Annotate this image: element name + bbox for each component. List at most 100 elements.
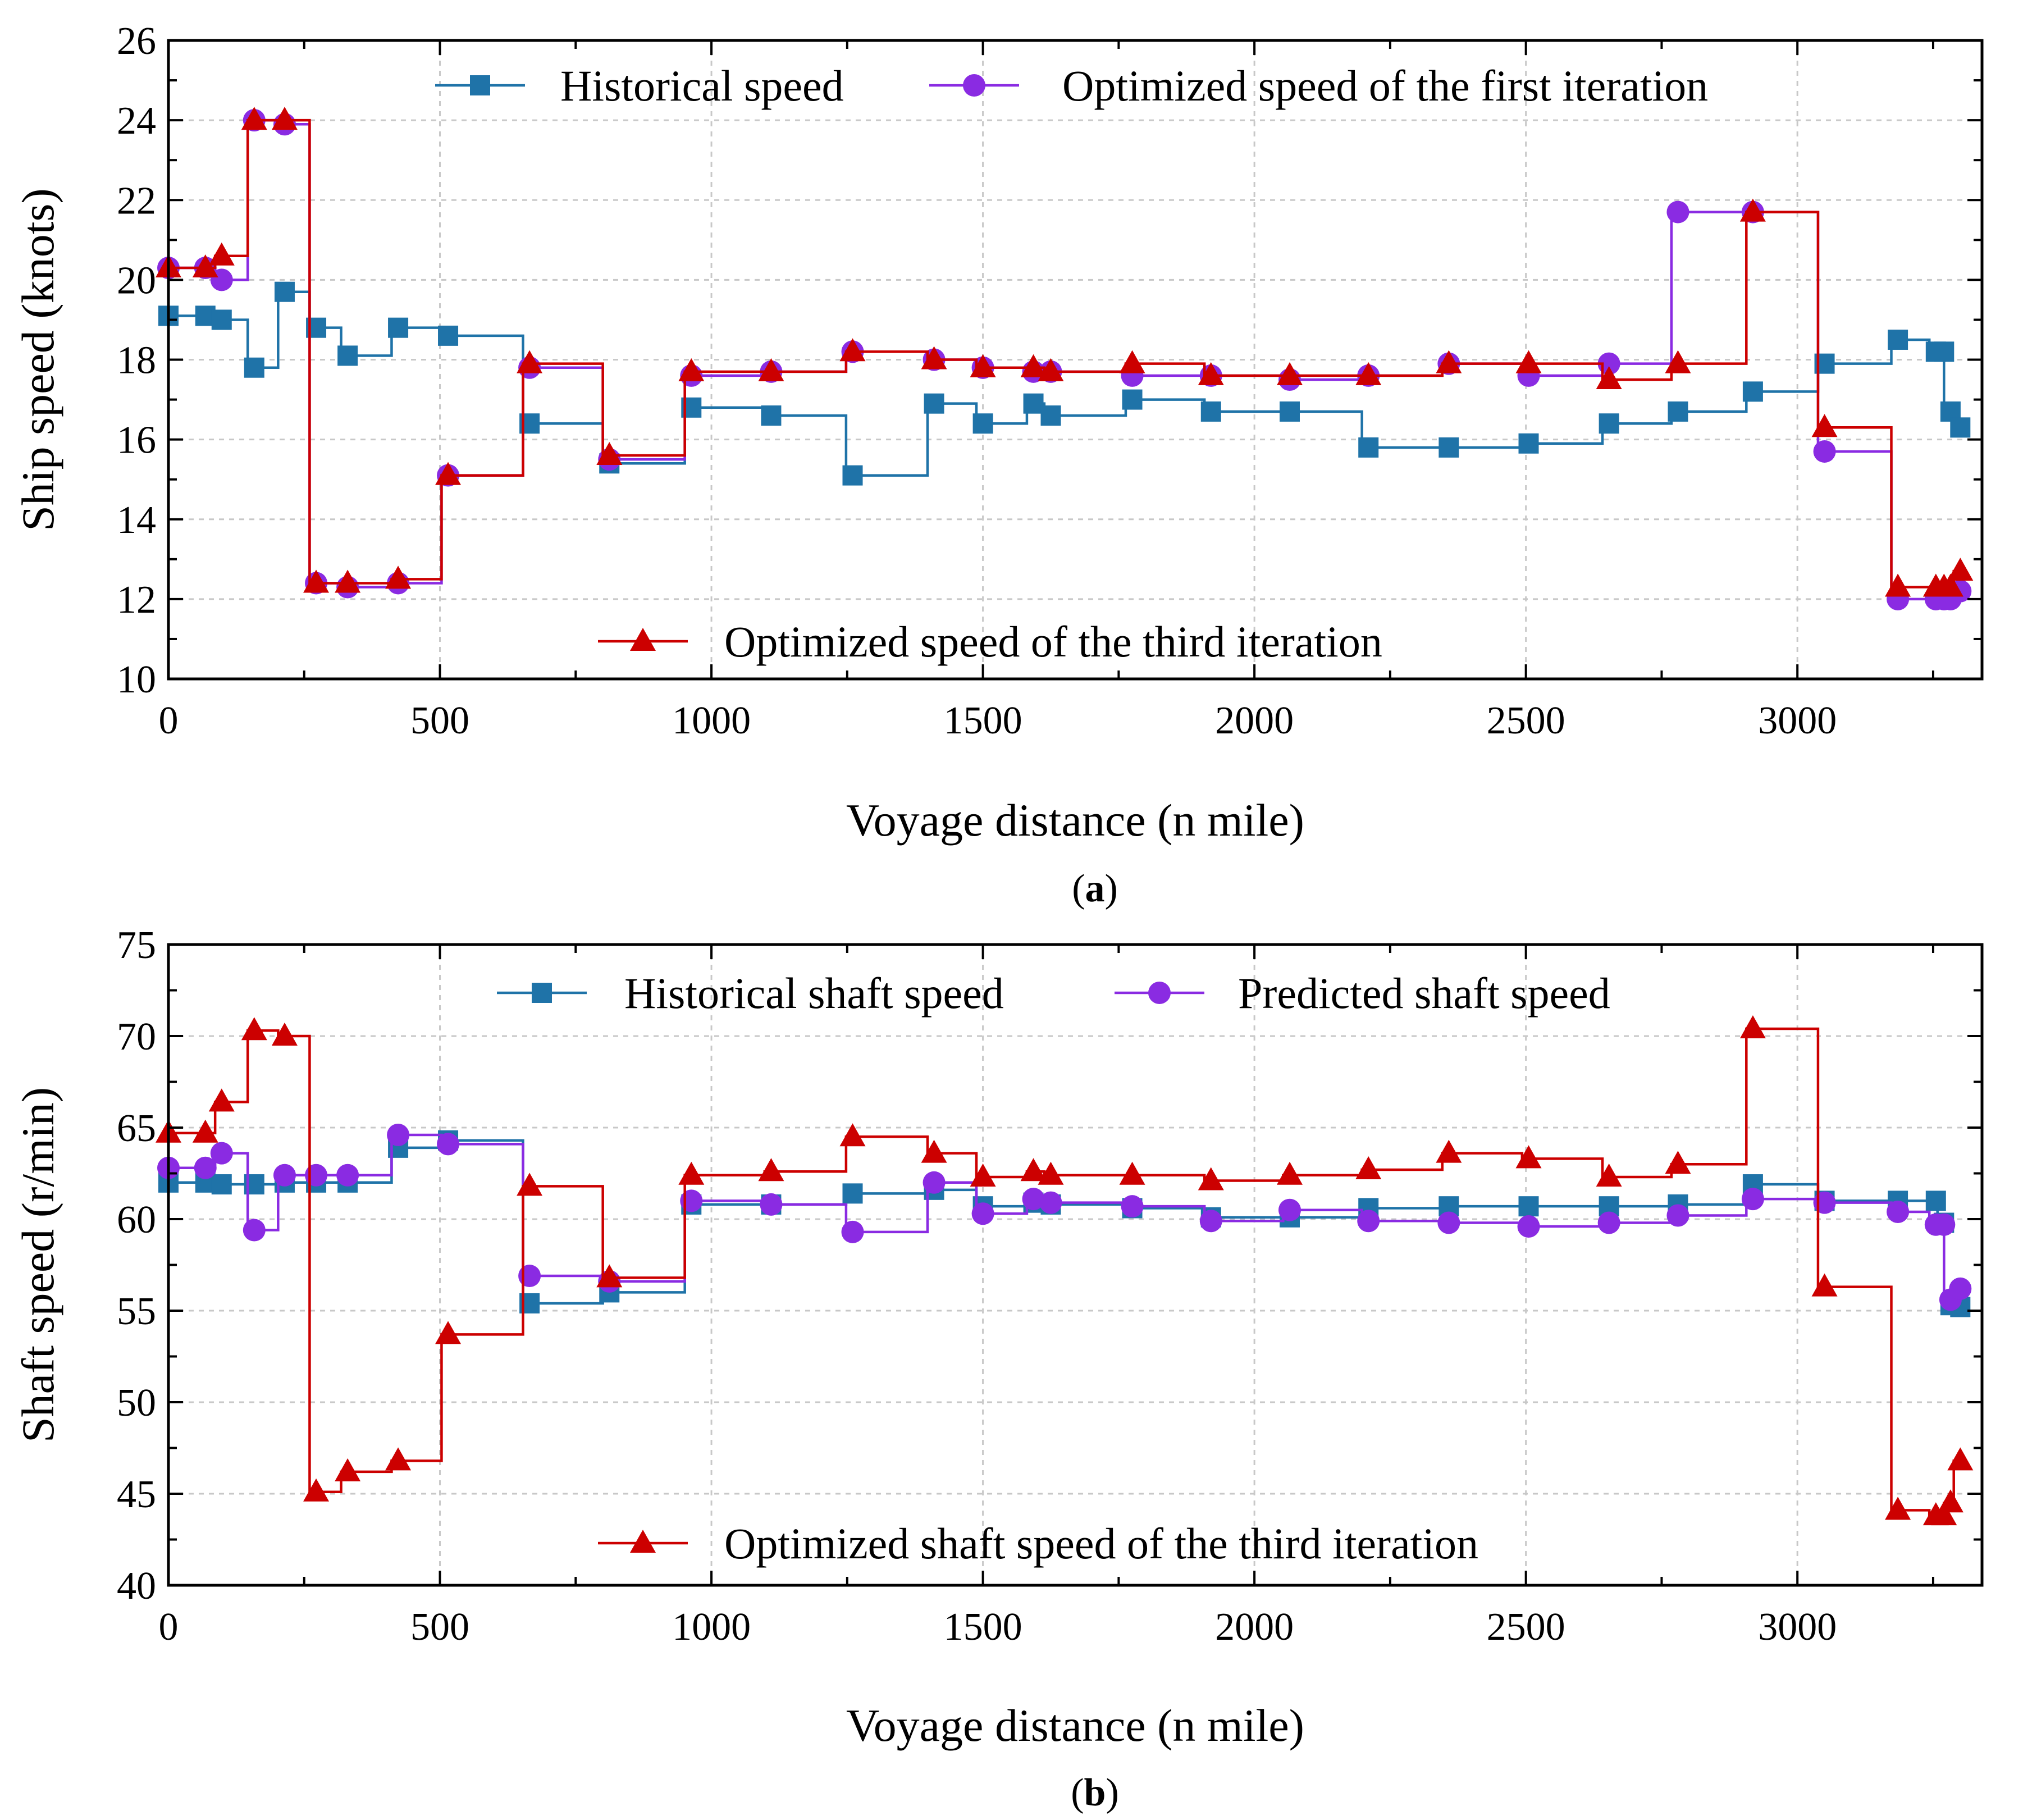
x-tick-label: 3000 <box>1758 1605 1837 1649</box>
data-point <box>1355 1156 1382 1179</box>
data-point <box>921 1139 947 1163</box>
panel-label-letter: a <box>1085 867 1105 910</box>
data-point <box>839 1123 866 1147</box>
y-tick-label: 70 <box>117 1015 156 1059</box>
y-tick-label: 14 <box>117 499 156 542</box>
data-point <box>1122 389 1143 410</box>
data-point <box>273 1164 296 1187</box>
data-point <box>1039 1191 1062 1214</box>
chart-b-panel-label: (b) <box>1071 1771 1119 1814</box>
data-point <box>211 1174 232 1195</box>
y-tick-label: 65 <box>117 1107 156 1150</box>
data-point <box>970 354 996 377</box>
data-point <box>517 350 543 373</box>
y-tick-label: 26 <box>117 20 156 63</box>
data-point <box>1038 358 1064 381</box>
chart-a-series-0 <box>158 281 1971 486</box>
y-tick-label: 10 <box>117 658 156 701</box>
data-point <box>970 1164 996 1187</box>
data-point <box>1023 393 1044 414</box>
data-point <box>1279 401 1300 422</box>
data-point <box>1276 1161 1303 1185</box>
data-point <box>1515 350 1542 373</box>
data-point <box>1665 350 1691 373</box>
x-tick-label: 2000 <box>1215 699 1294 742</box>
panel-label-open: ( <box>1072 867 1085 910</box>
data-point <box>385 1447 412 1471</box>
series-line <box>168 118 1961 589</box>
legend-entry: Predicted shaft speed <box>1115 969 1610 1018</box>
data-point <box>1950 417 1971 438</box>
y-tick-label: 50 <box>117 1381 156 1425</box>
data-point <box>1813 440 1836 463</box>
data-point <box>192 1119 218 1143</box>
data-point <box>1439 437 1459 458</box>
x-tick-label: 3000 <box>1758 699 1837 742</box>
chart-b-y-axis-title: Shaft speed (r/min) <box>12 1087 63 1443</box>
legend-label: Optimized speed of the third iteration <box>724 617 1382 666</box>
data-point <box>210 1142 233 1165</box>
y-tick-label: 60 <box>117 1198 156 1242</box>
y-tick-label: 18 <box>117 339 156 382</box>
data-point <box>1276 362 1303 385</box>
data-point <box>335 569 361 593</box>
data-point <box>388 317 409 338</box>
data-point <box>1665 1151 1691 1174</box>
legend-label: Predicted shaft speed <box>1238 969 1610 1018</box>
legend-marker <box>963 74 985 97</box>
panel-label-close: ) <box>1106 1771 1118 1814</box>
panel-label-open: ( <box>1071 1771 1084 1814</box>
data-point <box>1931 1502 1957 1526</box>
data-point <box>1739 198 1766 222</box>
data-point <box>335 1458 361 1481</box>
chart-a-legend: Historical speed Optimized speed of the f… <box>435 61 1708 666</box>
legend-marker <box>1148 982 1171 1004</box>
data-point <box>841 1220 864 1243</box>
x-tick-label: 1000 <box>672 1605 751 1649</box>
x-tick-label: 500 <box>410 699 469 742</box>
data-point <box>1947 558 1974 581</box>
legend-entry: Historical speed <box>435 61 844 110</box>
legend-entry: Optimized speed of the first iteration <box>929 61 1708 110</box>
data-point <box>437 1133 460 1156</box>
data-point <box>1517 1215 1540 1238</box>
data-point <box>1200 401 1221 422</box>
data-point <box>839 338 866 362</box>
data-point <box>923 1171 946 1194</box>
legend-marker <box>532 983 552 1003</box>
legend-label: Optimized speed of the first iteration <box>1062 61 1708 110</box>
data-point <box>305 1164 328 1187</box>
chart-a-x-axis-title: Voyage distance (n mile) <box>846 795 1304 846</box>
data-point <box>385 565 412 589</box>
panel-label-letter: b <box>1084 1771 1106 1814</box>
data-point <box>244 357 264 378</box>
x-tick-label: 2500 <box>1487 699 1565 742</box>
data-point <box>1355 362 1382 385</box>
data-point <box>758 358 784 381</box>
data-point <box>1937 573 1963 597</box>
x-tick-label: 0 <box>159 1605 179 1649</box>
chart-b-y-ticks: 40 45 50 55 60 65 70 75 <box>117 924 1982 1608</box>
data-point <box>435 462 462 485</box>
data-point <box>760 1193 783 1216</box>
chart-a-x-ticks: 0 500 1000 1500 2000 2500 3000 <box>159 40 1934 742</box>
data-point <box>1888 329 1908 350</box>
data-point <box>1022 1188 1045 1211</box>
chart-b-x-axis-title: Voyage distance (n mile) <box>846 1700 1304 1751</box>
data-point <box>303 569 330 593</box>
series-line <box>168 290 1961 477</box>
y-tick-label: 22 <box>117 179 156 222</box>
legend-marker <box>630 1530 656 1553</box>
data-point <box>842 1183 863 1204</box>
data-point <box>972 413 993 434</box>
x-tick-label: 1500 <box>944 1605 1022 1649</box>
data-point <box>1358 437 1379 458</box>
series-line <box>168 1133 1961 1301</box>
legend-label: Optimized shaft speed of the third itera… <box>724 1519 1478 1568</box>
series-line <box>168 118 1961 601</box>
data-point <box>1742 381 1763 402</box>
data-point <box>192 254 218 278</box>
data-point <box>1518 433 1539 454</box>
data-point <box>1597 1211 1620 1234</box>
